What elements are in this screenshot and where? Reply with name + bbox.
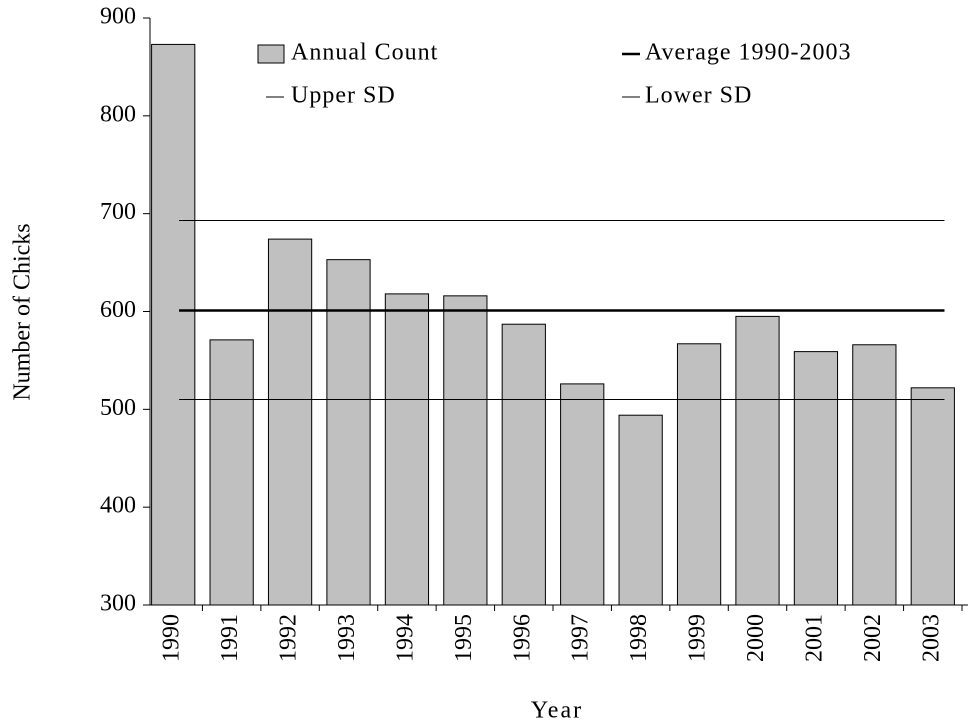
x-tick-label: 1992 [276,614,302,662]
y-tick-label: 600 [100,297,136,323]
y-axis-label: Number of Chicks [10,223,36,400]
bar [560,383,605,606]
x-tick-label: 1999 [685,614,711,662]
x-tick-label: 1996 [509,614,535,662]
bar [384,293,430,606]
bar [443,295,488,606]
x-tick-label: 2001 [801,614,827,662]
legend-label: Upper SD [291,83,396,109]
bar [676,343,722,606]
x-tick-label: 1998 [626,614,652,662]
x-tick-label: 1991 [217,614,243,662]
x-axis-label: Year [531,698,583,724]
y-tick-label: 500 [100,395,136,421]
x-tick-label: 2003 [918,614,944,662]
x-tick-label: 1990 [159,614,185,662]
legend-label: Annual Count [291,40,438,66]
x-tick-label: 1993 [334,614,360,662]
y-tick-label: 300 [100,591,136,617]
legend-swatch [257,44,285,64]
bar [852,344,897,606]
y-tick-label: 800 [100,101,136,127]
x-tick-label: 2000 [743,614,769,662]
legend-label: Average 1990-2003 [645,40,852,66]
bar [618,414,663,606]
bar [793,351,839,606]
bar [267,238,313,606]
x-tick-label: 1994 [392,614,418,662]
x-tick-label: 1997 [568,614,594,662]
bar [326,259,371,606]
bar [501,323,546,606]
bar [209,339,254,606]
y-tick-label: 400 [100,493,136,519]
legend-label: Lower SD [645,83,752,109]
bar [151,43,196,606]
x-tick-label: 2002 [860,614,886,662]
x-tick-label: 1995 [451,614,477,662]
y-tick-label: 900 [100,4,136,30]
y-tick-label: 700 [100,199,136,225]
bar [910,387,955,606]
bar [735,315,780,606]
